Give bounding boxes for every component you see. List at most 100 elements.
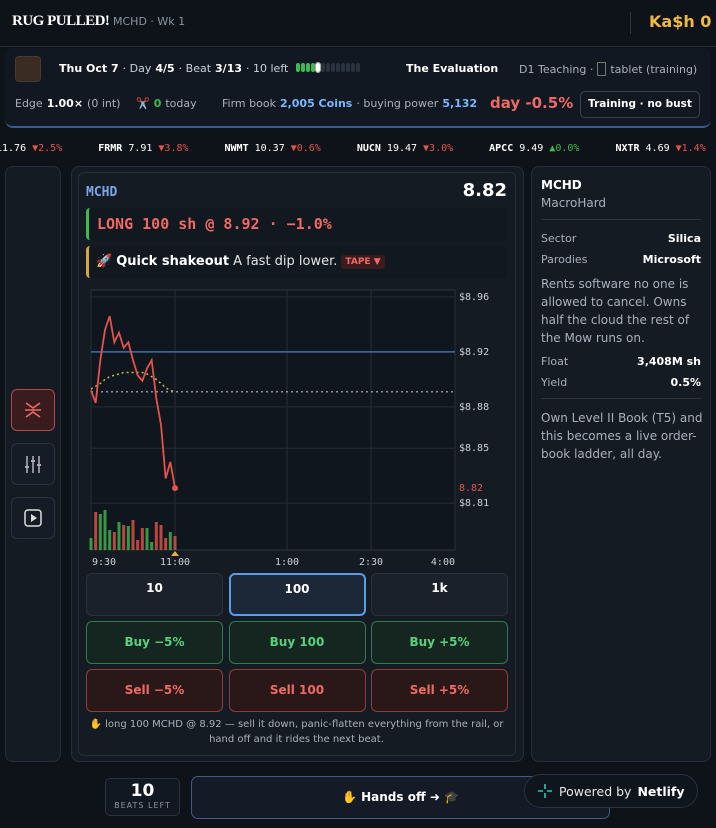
volume-bar	[108, 530, 112, 550]
edge-row: Edge 1.00× (0 int)	[15, 97, 120, 110]
bp: 5,132	[442, 97, 478, 110]
device: tablet (training)	[610, 62, 698, 76]
beat-pips	[296, 62, 361, 75]
ticker-price: 9.49	[519, 142, 544, 154]
volume-bar	[98, 514, 102, 550]
ticker-symbol: NWMT	[224, 142, 249, 154]
event-title: Quick shakeout	[116, 254, 230, 269]
beats-label: BEATS LEFT	[114, 801, 171, 810]
info-name: MacroHard	[541, 196, 607, 210]
ticker-change: ▼0.6%	[290, 142, 321, 154]
beats-left: · 10 left	[246, 62, 289, 75]
info-value: Microsoft	[642, 253, 701, 266]
settings-button[interactable]	[11, 443, 55, 485]
volume-bar	[131, 520, 135, 550]
bp-label: · buying power	[356, 97, 439, 110]
status-row: Thu Oct 7 · Day 4/5 · Beat 3/13 · 10 lef…	[59, 62, 361, 75]
info-label: Float	[541, 355, 569, 368]
subtitle: MCHD · Wk 1	[113, 15, 186, 28]
buy-button[interactable]: Buy 100	[228, 621, 366, 664]
ticker-price: 19.47	[386, 142, 418, 154]
ticker-change: ▲0.0%	[549, 142, 580, 154]
ticker-item: FRMR 7.91 ▼3.8%	[98, 143, 188, 154]
info-row: Sector Silica	[541, 232, 701, 245]
price: 8.82	[462, 180, 507, 201]
header-rule	[0, 46, 716, 47]
size-button[interactable]: 100	[228, 573, 366, 616]
event-row: 🚀 Quick shakeout A fast dip lower. TAPE …	[96, 254, 385, 269]
info-value: 0.5%	[670, 376, 701, 389]
y-tick-label: $8.92	[459, 347, 489, 358]
info-desc: Rents software no one is allowed to canc…	[541, 277, 690, 345]
info-panel	[531, 166, 711, 762]
ticker-price: 7.91	[128, 142, 153, 154]
teaching-row: D1 Teaching · tablet (training)	[519, 62, 697, 76]
beat: 3/13	[215, 62, 243, 75]
ticker-item: NXTR 4.69 ▼1.4%	[615, 143, 705, 154]
scenario: The Evaluation	[406, 62, 499, 75]
volume-bar	[136, 540, 140, 550]
cuts-icon: ✂️	[136, 97, 150, 110]
symbol: MCHD	[86, 185, 118, 200]
buy-button[interactable]: Buy −5%	[86, 621, 223, 664]
ticker-item: 11.76 ▼2.5%	[0, 143, 62, 154]
size-button[interactable]: 10	[86, 573, 223, 616]
position: LONG 100 sh @ 8.92 · −1.0%	[97, 215, 332, 233]
cuts-row: ✂️ 0 today	[136, 97, 197, 110]
ticker: 11.76 ▼2.5% FRMR 7.91 ▼3.8% NWMT 10.37 ▼0.6% NUC…	[0, 140, 716, 156]
event-icon: 🚀	[96, 254, 113, 269]
price-line	[90, 371, 176, 393]
now-marker	[171, 551, 179, 556]
edge-note: (0 int)	[87, 97, 121, 110]
info-label: Yield	[541, 376, 568, 389]
ticker-symbol: NXTR	[615, 142, 640, 154]
x-tick-label: 1:00	[275, 557, 299, 568]
edge: 1.00×	[46, 97, 84, 110]
info-value: Silica	[667, 232, 701, 245]
date: Thu Oct 7	[59, 62, 119, 75]
avatar	[15, 56, 41, 82]
y-tick-label: $8.96	[459, 292, 489, 303]
volume-bar	[126, 526, 130, 550]
sell-button[interactable]: Sell 100	[228, 669, 366, 712]
logo: RUG PULLED!	[12, 13, 110, 29]
ticker-symbol: NUCN	[356, 142, 381, 154]
divider	[630, 12, 631, 34]
volume-bar	[168, 532, 172, 550]
info-label: Parodies	[541, 253, 588, 266]
volume-bar	[117, 522, 121, 550]
ticker-change: ▼3.0%	[423, 142, 454, 154]
sell-button[interactable]: Sell −5%	[86, 669, 223, 712]
volume-bar	[89, 538, 93, 550]
book-label: Firm book	[222, 97, 276, 110]
event-tag: TAPE ▼	[341, 254, 385, 269]
volume-bar	[122, 525, 126, 550]
volume-bar	[173, 536, 177, 550]
ticker-price: 4.69	[645, 142, 670, 154]
netlify-badge[interactable]: Powered by Netlify	[524, 774, 698, 808]
volume-bar	[164, 538, 168, 550]
size-button[interactable]: 1k	[371, 573, 508, 616]
x-tick-label: 9:30	[92, 557, 116, 568]
price-chart: $8.96 $8.92 $8.88 $8.85 $8.81 9:30 11:00 1:00 2:…	[89, 289, 489, 568]
tablet-icon	[597, 62, 607, 76]
flatten-icon	[25, 402, 41, 418]
info-rule	[541, 398, 701, 399]
ticker-change: ▼1.4%	[675, 142, 706, 154]
event-box	[86, 246, 507, 278]
y-tick-label: $8.85	[459, 443, 489, 454]
sell-button[interactable]: Sell +5%	[371, 669, 508, 712]
beats-box: 10 BEATS LEFT	[105, 778, 180, 816]
hint: ✋ long 100 MCHD @ 8.92 — sell it down, p…	[89, 719, 504, 745]
info-row: Float 3,408M sh	[541, 355, 701, 368]
cash: Ka$h 0	[649, 12, 712, 31]
info-row: Yield 0.5%	[541, 376, 701, 389]
volume-bar	[140, 528, 144, 550]
last-point	[172, 485, 178, 492]
sliders-icon	[25, 456, 41, 473]
play-button[interactable]	[11, 497, 55, 539]
beats: 10	[130, 781, 155, 801]
cuts: 0	[153, 97, 162, 110]
flatten-button[interactable]	[11, 389, 55, 431]
buy-button[interactable]: Buy +5%	[371, 621, 508, 664]
